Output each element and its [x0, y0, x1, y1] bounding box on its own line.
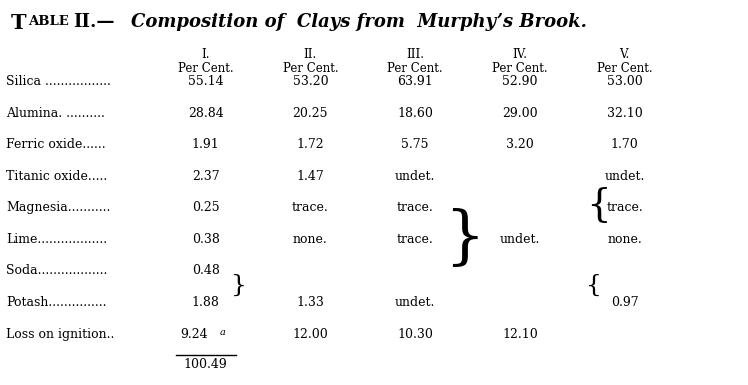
Text: 1.88: 1.88 [191, 296, 220, 309]
Text: Magnesia...........: Magnesia........... [6, 201, 111, 214]
Text: II.—: II.— [73, 13, 114, 32]
Text: 1.47: 1.47 [296, 170, 325, 183]
Text: a: a [219, 328, 225, 336]
Text: trace.: trace. [396, 201, 434, 214]
Text: 1.91: 1.91 [191, 138, 220, 151]
Text: 53.00: 53.00 [607, 75, 643, 88]
Text: ABLE: ABLE [28, 15, 69, 28]
Text: Per Cent.: Per Cent. [178, 62, 233, 75]
Text: Per Cent.: Per Cent. [387, 62, 443, 75]
Text: 0.25: 0.25 [192, 201, 219, 214]
Text: Loss on ignition..: Loss on ignition.. [6, 328, 114, 341]
Text: T: T [11, 13, 27, 33]
Text: 55.14: 55.14 [188, 75, 224, 88]
Text: Ferric oxide......: Ferric oxide...... [6, 138, 105, 151]
Text: Silica .................: Silica ................. [6, 75, 111, 88]
Text: 63.91: 63.91 [397, 75, 433, 88]
Text: none.: none. [293, 233, 328, 246]
Text: 1.70: 1.70 [610, 138, 639, 151]
Text: Potash...............: Potash............... [6, 296, 106, 309]
Text: 3.20: 3.20 [506, 138, 534, 151]
Text: 29.00: 29.00 [502, 107, 538, 120]
Text: Soda..................: Soda.................. [6, 264, 108, 278]
Text: 1.33: 1.33 [296, 296, 325, 309]
Text: 5.75: 5.75 [402, 138, 429, 151]
Text: {: { [586, 273, 601, 296]
Text: trace.: trace. [292, 201, 329, 214]
Text: 12.00: 12.00 [292, 328, 328, 341]
Text: Per Cent.: Per Cent. [283, 62, 338, 75]
Text: V.: V. [619, 48, 630, 61]
Text: none.: none. [607, 233, 642, 246]
Text: Per Cent.: Per Cent. [597, 62, 652, 75]
Text: III.: III. [406, 48, 424, 61]
Text: 0.48: 0.48 [191, 264, 220, 278]
Text: 9.24: 9.24 [181, 328, 208, 341]
Text: 2.37: 2.37 [192, 170, 219, 183]
Text: trace.: trace. [396, 233, 434, 246]
Text: 32.10: 32.10 [607, 107, 643, 120]
Text: undet.: undet. [395, 170, 435, 183]
Text: undet.: undet. [395, 296, 435, 309]
Text: {: { [586, 187, 610, 224]
Text: Titanic oxide.....: Titanic oxide..... [6, 170, 107, 183]
Text: Lime..................: Lime.................. [6, 233, 107, 246]
Text: undet.: undet. [604, 170, 645, 183]
Text: }: } [230, 273, 246, 296]
Text: 100.49: 100.49 [184, 358, 227, 372]
Text: 28.84: 28.84 [188, 107, 224, 120]
Text: 52.90: 52.90 [502, 75, 538, 88]
Text: 1.72: 1.72 [297, 138, 324, 151]
Text: 20.25: 20.25 [292, 107, 328, 120]
Text: Per Cent.: Per Cent. [492, 62, 548, 75]
Text: undet.: undet. [500, 233, 540, 246]
Text: 10.30: 10.30 [397, 328, 433, 341]
Text: IV.: IV. [512, 48, 527, 61]
Text: 53.20: 53.20 [292, 75, 328, 88]
Text: Composition of  Clays from  Murphy’s Brook.: Composition of Clays from Murphy’s Brook… [131, 13, 586, 32]
Text: trace.: trace. [606, 201, 643, 214]
Text: 0.97: 0.97 [611, 296, 638, 309]
Text: 0.38: 0.38 [191, 233, 220, 246]
Text: Alumina. ..........: Alumina. .......... [6, 107, 105, 120]
Text: 18.60: 18.60 [397, 107, 433, 120]
Text: II.: II. [304, 48, 317, 61]
Text: 12.10: 12.10 [502, 328, 538, 341]
Text: }: } [444, 209, 484, 270]
Text: I.: I. [201, 48, 210, 61]
